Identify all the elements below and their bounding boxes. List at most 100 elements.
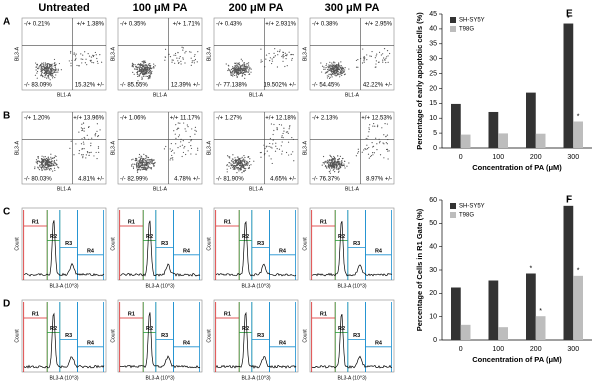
dot	[150, 64, 152, 67]
dot	[78, 65, 80, 67]
dot	[45, 166, 48, 169]
x-axis-label: Concentration of PA (μM)	[472, 355, 562, 364]
dot	[336, 69, 338, 71]
quadrant-label: 42.22% +/-	[363, 83, 392, 89]
dot	[292, 54, 294, 56]
dot	[82, 154, 84, 156]
dot	[43, 72, 45, 74]
dot	[134, 160, 136, 162]
dot	[81, 154, 83, 156]
dot	[332, 68, 334, 70]
gate-label: R3	[65, 241, 72, 247]
dot	[146, 75, 149, 78]
dot	[44, 166, 47, 168]
dot	[330, 164, 332, 166]
dot	[338, 161, 340, 163]
dot	[148, 75, 150, 77]
dot	[131, 65, 133, 68]
dot	[190, 153, 192, 155]
dot	[272, 143, 274, 145]
dot	[372, 145, 375, 148]
dot	[232, 75, 234, 77]
dot	[86, 134, 88, 136]
dot	[82, 54, 84, 56]
dot	[330, 156, 333, 158]
dot	[132, 71, 134, 73]
dot	[84, 137, 86, 139]
dot	[138, 69, 140, 71]
dot	[43, 67, 45, 69]
dot	[40, 69, 42, 71]
dot	[235, 64, 237, 66]
dot	[101, 61, 103, 63]
dot	[240, 72, 242, 74]
dot	[340, 69, 342, 72]
dot	[70, 140, 72, 142]
dot	[136, 163, 138, 165]
dot	[140, 68, 142, 71]
dot	[235, 166, 237, 168]
dot	[78, 150, 81, 152]
dot	[136, 170, 138, 172]
dot	[57, 71, 59, 73]
dot	[334, 65, 336, 68]
dot	[228, 156, 230, 158]
dot	[53, 58, 56, 61]
dot	[170, 150, 173, 152]
dot	[178, 57, 180, 59]
dot	[179, 55, 181, 58]
dot	[87, 126, 90, 129]
dot	[43, 65, 45, 68]
dot	[271, 60, 274, 62]
y-tick-label: 0	[433, 337, 437, 344]
y-tick-label: 30	[429, 267, 437, 274]
dot	[165, 145, 167, 148]
dot	[149, 65, 151, 68]
x-tick-label: 300	[567, 154, 579, 161]
dot	[378, 51, 381, 53]
dot	[242, 73, 244, 75]
dot	[378, 61, 380, 63]
dot	[338, 165, 341, 167]
dot	[250, 68, 252, 70]
quadrant-label: 4.65% +/-	[270, 177, 296, 183]
dot	[330, 165, 332, 168]
dot	[241, 163, 243, 166]
dot	[237, 70, 239, 72]
dot	[247, 62, 250, 64]
dot	[174, 62, 176, 64]
y-axis-label: Count	[110, 237, 116, 251]
histogram-curve	[23, 220, 105, 277]
dot	[261, 60, 263, 63]
dot	[52, 164, 55, 167]
dot	[282, 57, 284, 59]
dot	[43, 161, 45, 163]
dot	[70, 50, 72, 53]
dot	[52, 70, 54, 72]
column-header: 200 μM PA	[229, 2, 284, 14]
dot	[173, 152, 175, 154]
dot	[233, 69, 235, 71]
y-axis-label: Count	[14, 329, 20, 343]
panel-label: D	[3, 299, 10, 310]
dot	[281, 136, 283, 138]
quadrant-label: +/+ 12.53%	[361, 116, 392, 122]
dot	[151, 70, 153, 72]
dot	[368, 128, 370, 130]
plot-frame	[309, 299, 395, 373]
dot	[386, 56, 388, 58]
y-tick-label: 50	[429, 220, 437, 227]
dot	[145, 75, 147, 77]
dot	[153, 162, 156, 164]
dot	[137, 75, 139, 78]
dot	[355, 59, 358, 62]
dot	[141, 78, 144, 80]
dot	[189, 136, 191, 138]
dot	[132, 167, 135, 170]
histogram-curve	[119, 220, 201, 277]
dot	[83, 143, 85, 145]
dot	[248, 73, 251, 75]
dot	[322, 161, 324, 164]
dot	[50, 72, 52, 74]
dot	[271, 162, 273, 165]
